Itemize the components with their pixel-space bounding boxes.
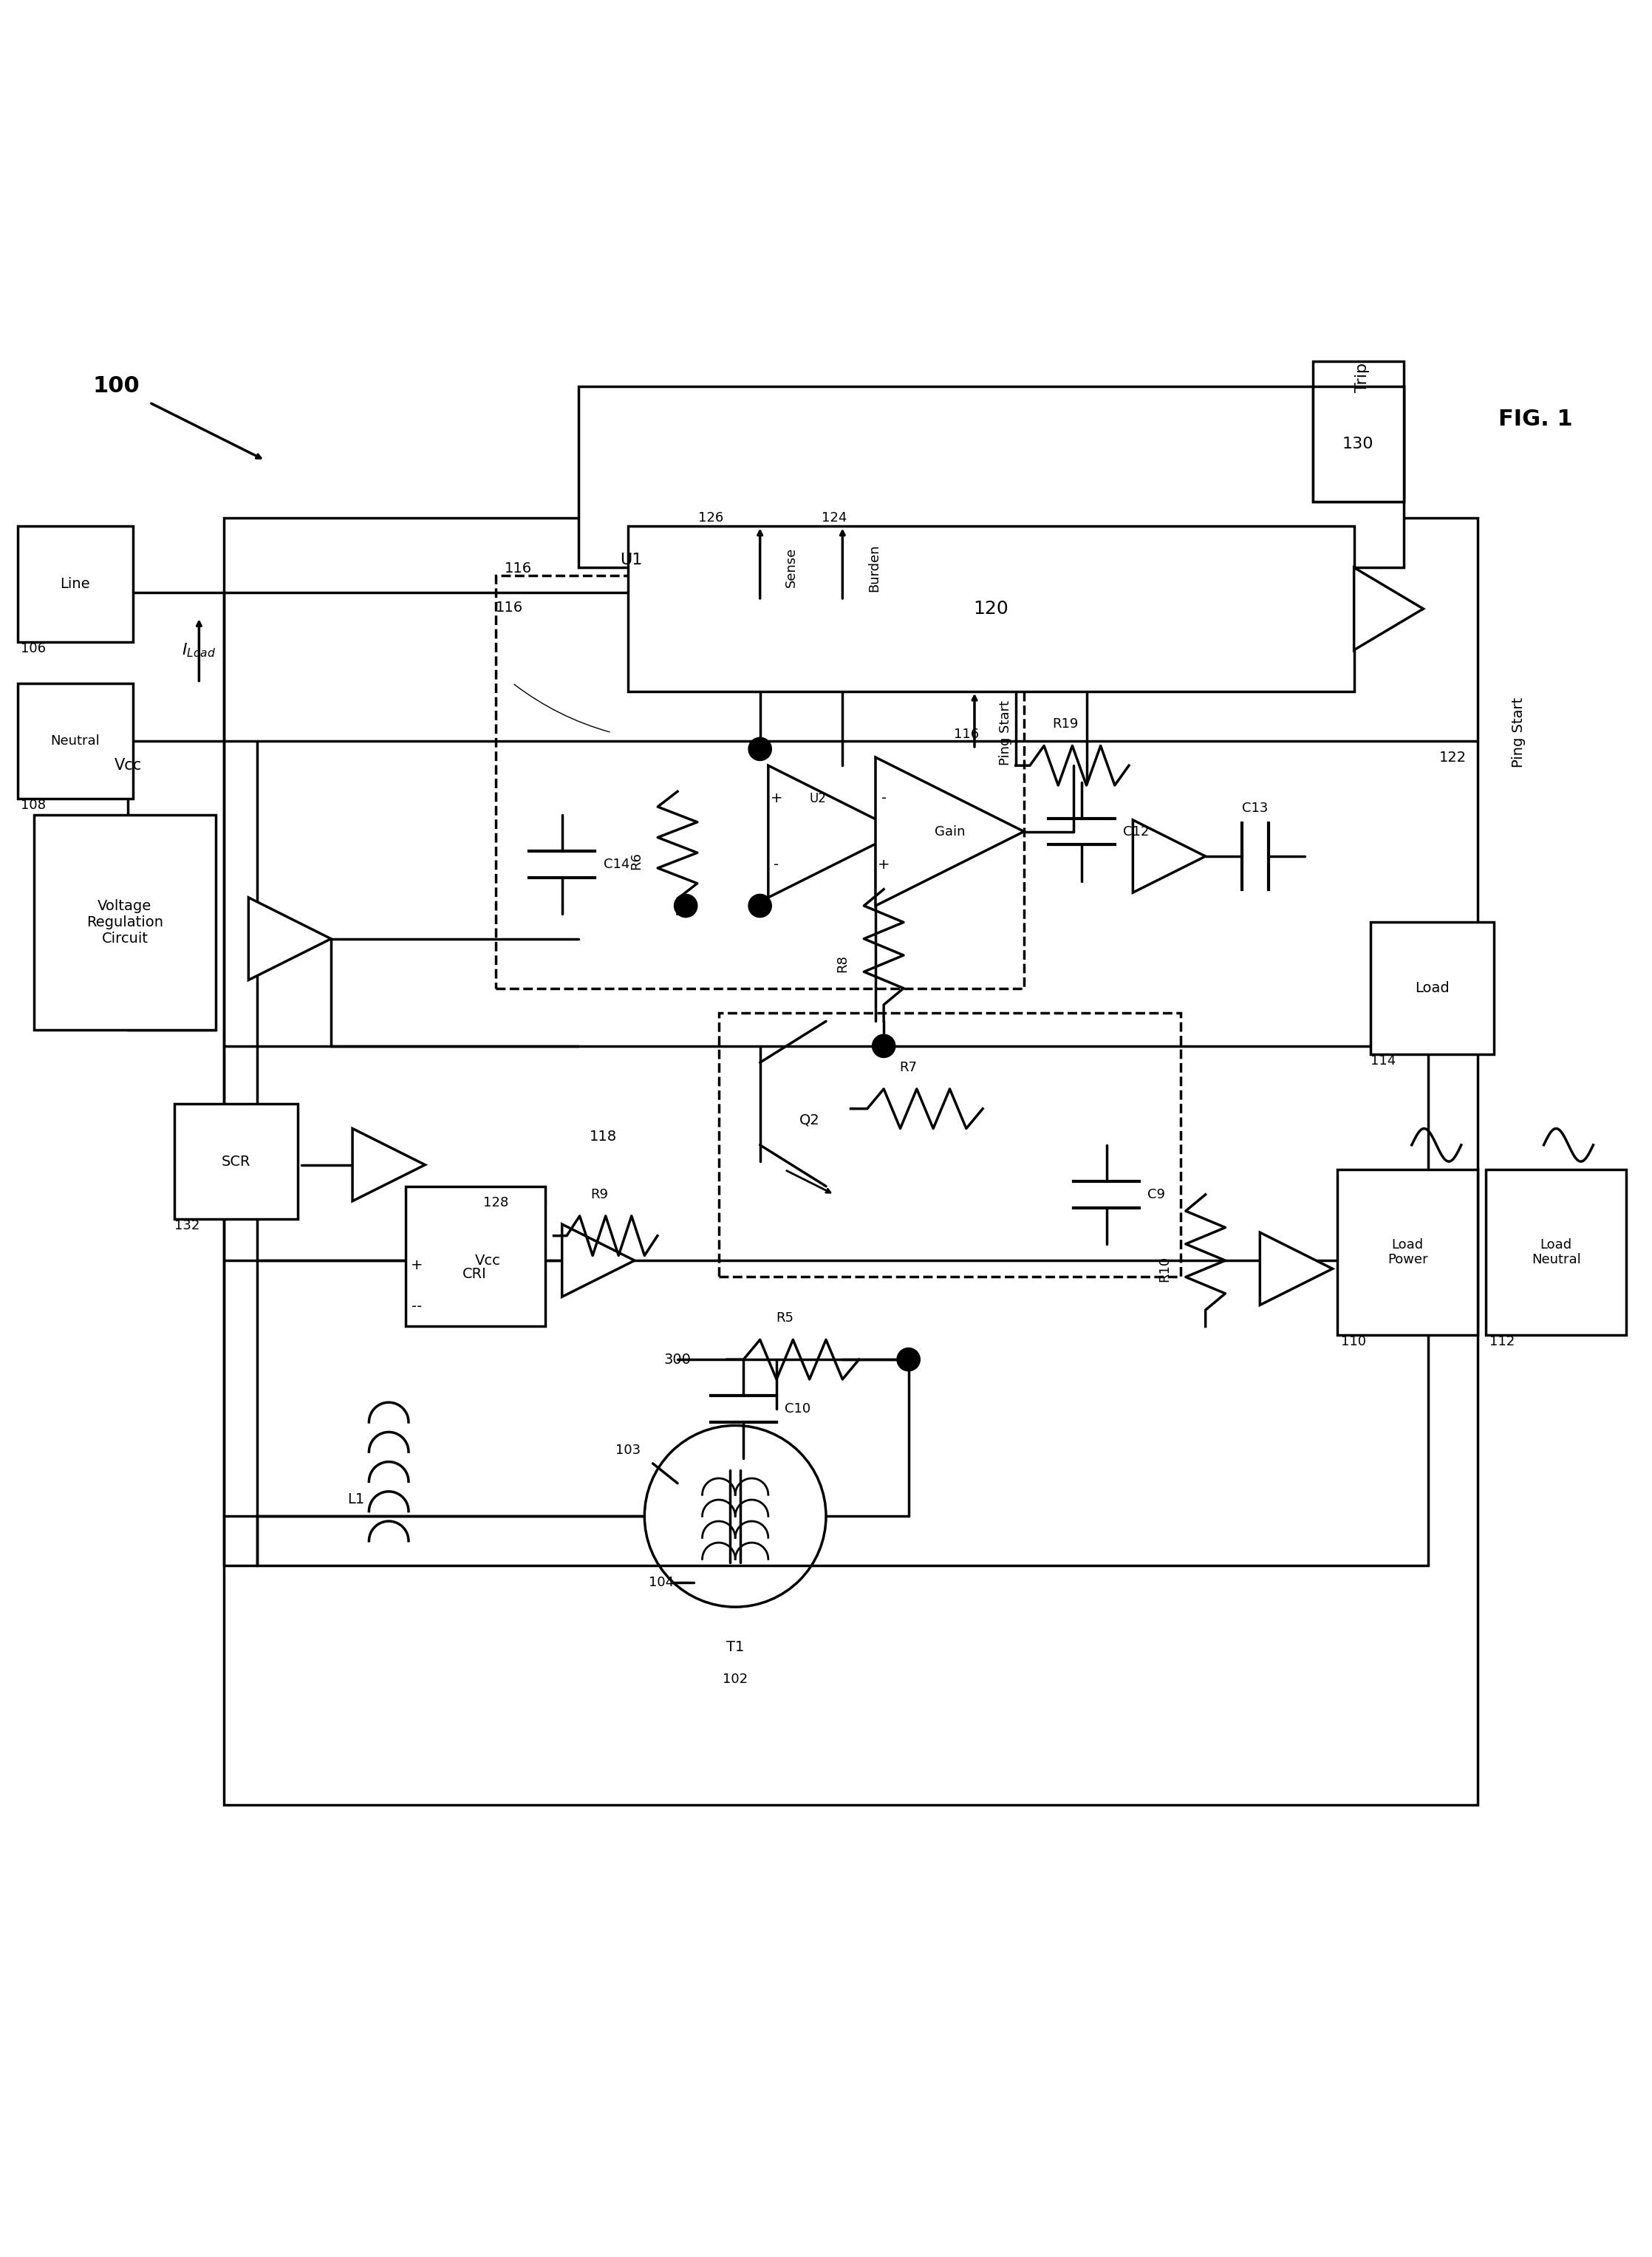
Text: 110: 110 (1341, 1334, 1366, 1347)
Text: Load
Power: Load Power (1388, 1237, 1427, 1266)
Text: T1: T1 (727, 1641, 745, 1654)
Text: R6: R6 (629, 851, 643, 869)
FancyBboxPatch shape (1338, 1169, 1479, 1334)
Text: 126: 126 (697, 512, 724, 524)
FancyBboxPatch shape (1487, 1169, 1626, 1334)
Circle shape (748, 738, 771, 761)
Text: 128: 128 (484, 1196, 509, 1210)
Text: Ping Start: Ping Start (999, 700, 1013, 765)
Text: C10: C10 (785, 1402, 811, 1415)
Text: R7: R7 (900, 1061, 917, 1074)
Text: Vcc: Vcc (474, 1253, 501, 1268)
Text: C14: C14 (603, 858, 629, 871)
Text: 122: 122 (1439, 749, 1467, 765)
FancyBboxPatch shape (1371, 923, 1493, 1054)
Text: +: + (770, 792, 783, 806)
Text: Neutral: Neutral (51, 734, 99, 747)
Text: Sense: Sense (785, 548, 798, 587)
Text: Vcc: Vcc (114, 758, 142, 772)
Text: --: -- (411, 1300, 421, 1314)
Text: R5: R5 (776, 1311, 793, 1325)
Text: +: + (411, 1259, 423, 1273)
Text: 112: 112 (1490, 1334, 1515, 1347)
Text: CRI: CRI (463, 1266, 487, 1280)
FancyBboxPatch shape (173, 1104, 297, 1219)
Text: Load
Neutral: Load Neutral (1531, 1237, 1581, 1266)
FancyBboxPatch shape (1313, 386, 1404, 501)
Text: C12: C12 (1123, 824, 1150, 837)
Text: 108: 108 (21, 799, 46, 813)
FancyBboxPatch shape (628, 526, 1355, 691)
Text: Ping Start: Ping Start (1512, 697, 1526, 767)
Text: 114: 114 (1371, 1054, 1396, 1068)
Text: Q2: Q2 (800, 1113, 819, 1126)
Text: 103: 103 (616, 1444, 641, 1456)
Text: 116: 116 (953, 727, 980, 740)
Text: 100: 100 (93, 375, 140, 397)
FancyBboxPatch shape (18, 684, 134, 799)
Polygon shape (562, 1223, 634, 1298)
Text: R8: R8 (836, 955, 849, 973)
Text: 116: 116 (496, 600, 524, 614)
FancyBboxPatch shape (578, 386, 1404, 567)
Polygon shape (768, 765, 900, 898)
Text: -: - (773, 858, 780, 871)
Text: FIG. 1: FIG. 1 (1498, 409, 1573, 429)
FancyBboxPatch shape (18, 526, 134, 641)
Text: Gain: Gain (935, 824, 965, 837)
Circle shape (674, 894, 697, 916)
Text: Load: Load (1416, 982, 1449, 995)
Text: Trip: Trip (1355, 363, 1370, 393)
Text: 106: 106 (21, 641, 46, 655)
Polygon shape (1260, 1232, 1333, 1305)
Text: 132: 132 (173, 1219, 200, 1232)
Text: C13: C13 (1242, 801, 1269, 815)
FancyBboxPatch shape (405, 1187, 545, 1327)
Polygon shape (248, 898, 330, 980)
Text: 116: 116 (504, 562, 532, 576)
Text: Burden: Burden (867, 544, 881, 591)
Text: 124: 124 (821, 512, 847, 524)
Text: SCR: SCR (221, 1156, 251, 1169)
Circle shape (748, 894, 771, 916)
Text: +: + (877, 858, 890, 871)
Text: -: - (881, 792, 887, 806)
FancyBboxPatch shape (35, 815, 215, 1029)
Circle shape (872, 1034, 895, 1059)
Text: U2: U2 (809, 792, 826, 806)
Polygon shape (876, 758, 1024, 905)
Text: 118: 118 (590, 1131, 616, 1144)
Text: 102: 102 (722, 1672, 748, 1686)
Polygon shape (352, 1128, 425, 1201)
Polygon shape (1133, 819, 1206, 892)
Text: U1: U1 (620, 553, 643, 567)
Text: Voltage
Regulation
Circuit: Voltage Regulation Circuit (86, 898, 164, 946)
Text: C9: C9 (1148, 1187, 1165, 1201)
Text: L1: L1 (347, 1492, 365, 1508)
Text: R19: R19 (1052, 718, 1079, 731)
Polygon shape (1355, 567, 1424, 650)
Text: 130: 130 (1343, 436, 1374, 451)
Text: 300: 300 (664, 1352, 691, 1365)
Text: Line: Line (59, 578, 91, 591)
Text: R9: R9 (590, 1187, 608, 1201)
Text: 120: 120 (973, 600, 1009, 618)
FancyBboxPatch shape (1313, 361, 1404, 501)
Circle shape (897, 1347, 920, 1370)
Text: 104: 104 (648, 1575, 674, 1589)
Text: $I_{Load}$: $I_{Load}$ (182, 641, 216, 659)
FancyBboxPatch shape (223, 519, 1479, 1806)
Text: R10: R10 (1158, 1255, 1171, 1282)
